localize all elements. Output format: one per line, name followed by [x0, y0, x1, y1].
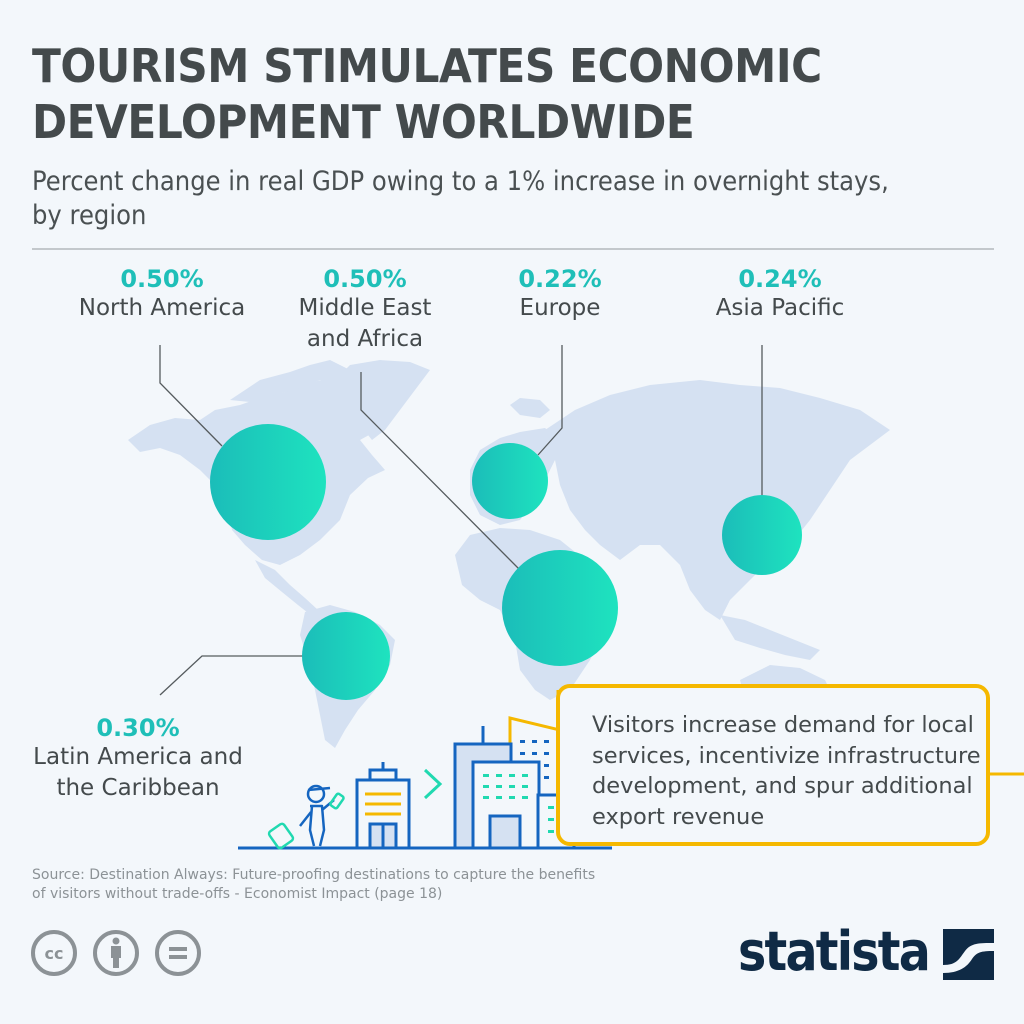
- hotel-windows: [365, 792, 401, 816]
- name-north-america: North America: [78, 295, 246, 321]
- bubble-middle-east-africa: [502, 550, 618, 666]
- name-latin-america-2: the Caribbean: [56, 775, 220, 801]
- leader-lines: [159, 345, 763, 696]
- bubble-latin-america: [302, 612, 390, 700]
- value-north-america: 0.50%: [120, 265, 204, 293]
- page-title: TOURISM STIMULATES ECONOMIC DEVELOPMENT …: [32, 38, 822, 150]
- value-middle-east-africa: 0.50%: [323, 265, 407, 293]
- value-latin-america: 0.30%: [96, 714, 180, 742]
- name-middle-east-africa-2: and Africa: [306, 326, 424, 352]
- chevron-right-icon: [423, 768, 443, 800]
- svg-text:cc: cc: [45, 944, 64, 963]
- callout-text: Visitors increase demand for local servi…: [592, 712, 981, 830]
- label-europe: 0.22% Europe: [460, 265, 660, 324]
- bubble-europe: [472, 443, 548, 519]
- title-line-2: DEVELOPMENT WORLDWIDE: [32, 95, 695, 149]
- label-middle-east-africa: 0.50% Middle East and Africa: [265, 265, 465, 355]
- statista-logo-text[interactable]: statista: [738, 920, 931, 983]
- divider: [32, 248, 994, 250]
- bubble-asia-pacific: [722, 495, 802, 575]
- value-asia-pacific: 0.24%: [738, 265, 822, 293]
- name-middle-east-africa-1: Middle East: [298, 295, 432, 321]
- label-asia-pacific: 0.24% Asia Pacific: [680, 265, 880, 324]
- bubble-north-america: [210, 424, 326, 540]
- subtitle: Percent change in real GDP owing to a 1%…: [32, 165, 968, 233]
- tall-building-windows: [520, 740, 549, 779]
- source-note: Source: Destination Always: Future-proof…: [32, 866, 672, 904]
- name-asia-pacific: Asia Pacific: [715, 295, 845, 321]
- label-north-america: 0.50% North America: [62, 265, 262, 324]
- subtitle-line-1: Percent change in real GDP owing to a 1%…: [32, 166, 889, 197]
- label-latin-america: 0.30% Latin America and the Caribbean: [18, 714, 258, 804]
- value-europe: 0.22%: [518, 265, 602, 293]
- office-building-icon: [453, 726, 576, 850]
- no-derivatives-icon[interactable]: [154, 929, 202, 977]
- subtitle-line-2: by region: [32, 200, 147, 231]
- source-line-2: of visitors without trade-offs - Economi…: [32, 886, 443, 902]
- attribution-icon[interactable]: [92, 929, 140, 977]
- bubbles: [210, 424, 802, 700]
- suitcase-icon: [267, 792, 345, 850]
- title-line-1: TOURISM STIMULATES ECONOMIC: [32, 39, 822, 93]
- name-europe: Europe: [519, 295, 601, 321]
- source-line-1: Source: Destination Always: Future-proof…: [32, 867, 596, 883]
- name-latin-america-1: Latin America and: [33, 744, 243, 770]
- cc-icon[interactable]: cc: [30, 929, 78, 977]
- tourist-icon: [299, 784, 335, 847]
- statista-logo-icon[interactable]: [943, 929, 994, 980]
- callout-box: Visitors increase demand for local servi…: [556, 684, 990, 846]
